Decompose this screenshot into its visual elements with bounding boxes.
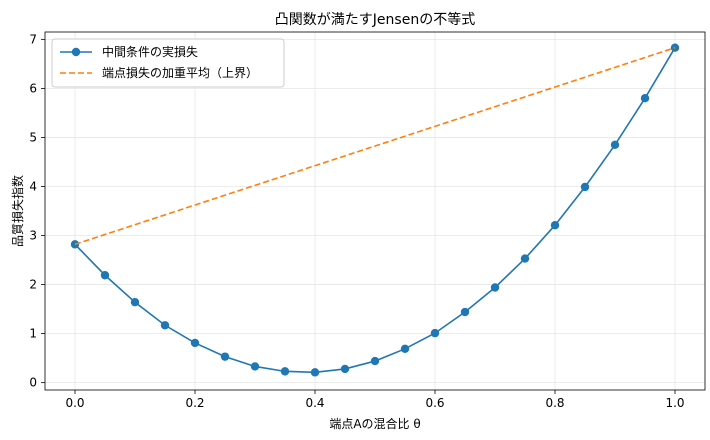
- grid-lines: [45, 32, 705, 390]
- legend-label-bound: 端点損失の加重平均（上界）: [102, 65, 258, 80]
- data-point: [190, 338, 200, 348]
- data-point: [160, 321, 170, 330]
- data-point: [580, 182, 590, 192]
- plot-frame: [44, 31, 706, 391]
- data-point: [550, 221, 560, 230]
- x-tick-label: 1.0: [665, 396, 684, 410]
- data-point: [310, 368, 320, 377]
- x-tick-label: 0.2: [185, 396, 204, 410]
- legend-marker-actual: [71, 47, 81, 57]
- data-point: [250, 362, 260, 371]
- data-point: [640, 94, 650, 103]
- y-axis-label: 品質損失指数: [10, 175, 25, 247]
- x-axis-ticks: 0.0 0.2 0.4 0.6 0.8 1.0: [65, 390, 685, 410]
- data-point: [520, 254, 530, 263]
- x-axis-label: 端点Aの混合比 θ: [329, 416, 420, 431]
- y-tick-label: 3: [29, 229, 37, 243]
- data-point: [100, 271, 110, 280]
- y-axis-ticks: 0 1 2 3 4 5 6 7: [29, 32, 45, 390]
- data-point: [430, 328, 440, 338]
- series-line-bound: [74, 46, 676, 246]
- x-tick-label: 0.8: [545, 396, 564, 410]
- y-tick-label: 4: [29, 179, 37, 193]
- data-point: [370, 356, 380, 366]
- data-point: [460, 307, 470, 317]
- y-tick-label: 7: [29, 32, 37, 46]
- data-point: [280, 367, 290, 376]
- y-tick-label: 5: [29, 130, 37, 144]
- data-point: [490, 283, 500, 292]
- data-point: [610, 140, 620, 149]
- legend: 中間条件の実損失 端点損失の加重平均（上界）: [51, 38, 285, 88]
- data-point: [130, 298, 140, 307]
- data-point: [220, 352, 230, 361]
- x-tick-label: 0.6: [425, 396, 444, 410]
- legend-label-actual: 中間条件の実損失: [102, 44, 198, 59]
- x-tick-label: 0.4: [305, 396, 324, 410]
- y-tick-label: 2: [29, 278, 37, 292]
- x-tick-label: 0.0: [65, 396, 84, 410]
- y-tick-label: 1: [29, 327, 37, 341]
- y-tick-label: 0: [29, 376, 37, 390]
- series-layer: [70, 43, 680, 377]
- chart-title: 凸関数が満たすJensenの不等式: [275, 11, 475, 28]
- data-point: [340, 364, 350, 374]
- legend-box: [51, 38, 285, 88]
- data-point: [400, 344, 410, 354]
- y-tick-label: 6: [29, 81, 37, 95]
